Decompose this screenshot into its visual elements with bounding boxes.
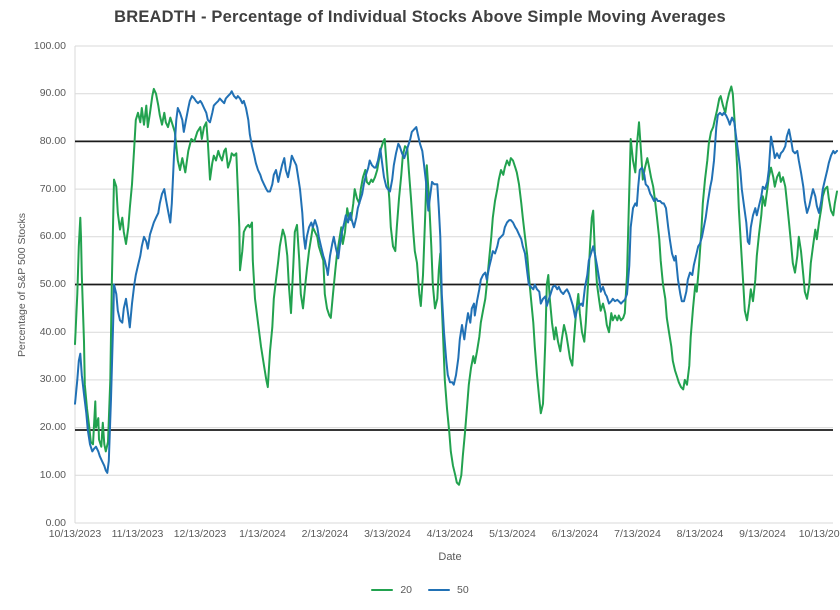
series-50-line (74, 90, 838, 474)
legend-label-20: 20 (400, 584, 412, 596)
x-tick-label: 10/13/2023 (48, 528, 102, 540)
x-tick-label: 10/13/2024 (798, 528, 840, 540)
y-tick-label: 40.00 (39, 325, 66, 338)
y-tick-label: 10.00 (39, 468, 66, 481)
series-20-line (74, 85, 838, 486)
y-tick-label: 100.00 (33, 39, 66, 52)
chart-title: BREADTH - Percentage of Individual Stock… (114, 8, 726, 26)
x-tick-label: 3/13/2024 (364, 528, 411, 540)
x-tick-label: 12/13/2023 (173, 528, 227, 540)
x-tick-label: 9/13/2024 (739, 528, 786, 540)
y-tick-label: 50.00 (39, 278, 66, 290)
legend: 20 50 (0, 584, 840, 596)
x-tick-label: 6/13/2024 (551, 528, 599, 540)
y-tick-label: 90.00 (39, 87, 66, 100)
x-tick-label: 2/13/2024 (301, 528, 349, 540)
x-tick-label: 7/13/2024 (614, 528, 661, 540)
y-tick-label: 60.00 (39, 230, 66, 243)
legend-item-20[interactable]: 20 (371, 584, 412, 596)
y-tick-label: 70.00 (39, 182, 66, 195)
y-tick-label: 20.00 (39, 421, 66, 434)
y-tick-label: 80.00 (39, 134, 66, 147)
series-50-swatch-icon (428, 588, 450, 592)
x-axis-title: Date (438, 551, 462, 563)
legend-item-50[interactable]: 50 (428, 584, 469, 596)
legend-label-50: 50 (457, 584, 469, 596)
y-tick-label: 30.00 (39, 373, 66, 386)
x-tick-label: 8/13/2024 (676, 528, 724, 540)
y-axis-title: Percentage of S&P 500 Stocks (16, 213, 28, 357)
x-tick-label: 11/13/2023 (111, 528, 164, 540)
x-tick-label: 4/13/2024 (426, 528, 474, 540)
y-tick-label: 0.00 (45, 516, 66, 529)
x-tick-label: 1/13/2024 (239, 528, 286, 540)
x-tick-label: 5/13/2024 (489, 528, 536, 540)
series-20-swatch-icon (371, 588, 394, 592)
